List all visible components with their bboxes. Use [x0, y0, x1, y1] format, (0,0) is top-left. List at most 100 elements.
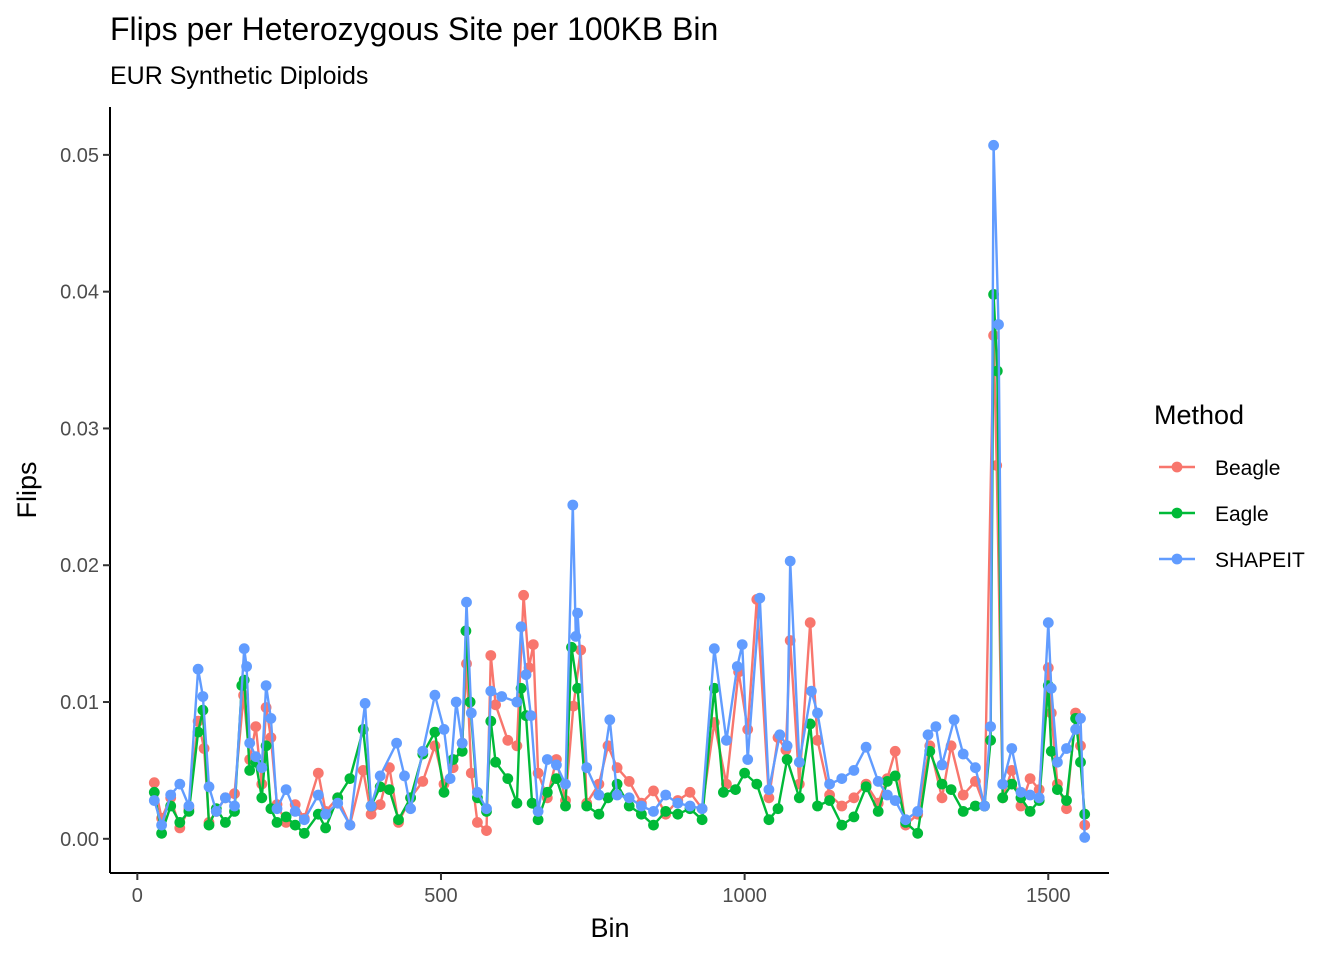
legend-label: SHAPEIT	[1215, 549, 1305, 572]
data-point	[374, 799, 386, 810]
data-point	[203, 781, 215, 793]
data-point	[572, 607, 583, 619]
data-point	[721, 734, 732, 746]
data-point	[250, 751, 262, 763]
data-point	[889, 770, 901, 782]
data-point	[945, 784, 957, 795]
data-point	[174, 778, 186, 790]
data-point	[636, 808, 647, 820]
data-point	[244, 765, 256, 776]
data-point	[824, 778, 835, 790]
data-point	[572, 682, 583, 694]
legend-title: Method	[1154, 400, 1244, 430]
legend-key-point	[1171, 553, 1183, 565]
data-point	[280, 784, 292, 795]
data-point	[289, 806, 301, 817]
data-point	[772, 803, 784, 815]
x-axis-ticks: 0 500 1000 1500	[132, 873, 1071, 907]
data-point	[860, 781, 872, 793]
chart-title: Flips per Heterozygous Site per 100KB Bi…	[110, 11, 718, 47]
data-point	[1042, 662, 1054, 674]
data-point	[241, 661, 253, 672]
x-axis-title: Bin	[590, 913, 629, 943]
data-point	[988, 139, 999, 151]
data-point	[551, 773, 562, 784]
data-point	[197, 691, 209, 702]
y-axis-ticks: 0.00 0.01 0.02 0.03 0.04 0.05	[60, 145, 110, 851]
data-point	[1079, 832, 1091, 843]
data-point	[165, 789, 177, 801]
data-point	[312, 789, 324, 801]
data-point	[781, 754, 793, 765]
data-point	[461, 596, 472, 608]
data-point	[751, 778, 763, 790]
data-point	[763, 814, 775, 826]
data-point	[812, 707, 823, 719]
data-point	[1033, 792, 1045, 804]
data-point	[1024, 806, 1036, 817]
data-point	[860, 741, 872, 753]
data-point	[156, 827, 168, 839]
data-point	[848, 811, 860, 823]
data-point	[271, 817, 283, 828]
data-point	[812, 800, 823, 812]
chart-subtitle: EUR Synthetic Diploids	[110, 62, 368, 90]
data-point	[384, 784, 395, 795]
data-point	[636, 800, 647, 812]
data-point	[298, 814, 310, 826]
data-point	[192, 726, 204, 738]
data-point	[256, 792, 268, 804]
data-point	[736, 639, 748, 650]
data-point	[472, 817, 483, 828]
data-point	[793, 756, 805, 768]
data-point	[742, 724, 754, 735]
data-point	[265, 732, 277, 743]
data-point	[496, 691, 508, 702]
data-point	[417, 776, 429, 787]
data-point	[824, 795, 835, 806]
data-point	[374, 770, 386, 782]
data-point	[793, 792, 805, 804]
data-point	[485, 650, 497, 661]
data-point	[320, 808, 331, 820]
data-point	[280, 811, 292, 823]
data-point	[256, 762, 268, 774]
data-point	[520, 669, 532, 681]
data-point	[997, 778, 1009, 790]
data-point	[490, 756, 501, 768]
data-point	[604, 714, 616, 726]
data-point	[568, 700, 579, 712]
data-point	[244, 737, 256, 749]
data-point	[148, 795, 160, 806]
data-point	[456, 737, 468, 749]
data-point	[774, 729, 786, 741]
series-layer	[148, 139, 1091, 843]
data-point	[836, 773, 848, 784]
data-point	[957, 806, 969, 817]
data-point	[532, 806, 544, 817]
data-point	[812, 734, 823, 746]
data-point	[708, 643, 720, 655]
data-point	[602, 792, 614, 804]
data-point	[210, 806, 222, 817]
series-shapeit	[148, 139, 1091, 843]
legend-item-beagle: Beagle	[1159, 457, 1280, 480]
data-point	[365, 800, 377, 812]
data-point	[763, 784, 775, 795]
y-axis-title: Flips	[12, 461, 42, 518]
data-point	[450, 696, 462, 708]
data-point	[1006, 765, 1018, 776]
legend-item-eagle: Eagle	[1159, 503, 1269, 526]
data-point	[357, 765, 369, 776]
legend-key-point	[1171, 507, 1183, 519]
data-point	[481, 825, 492, 836]
data-point	[156, 819, 168, 831]
data-point	[623, 792, 635, 804]
data-point	[393, 814, 404, 826]
data-point	[490, 699, 501, 711]
data-point	[889, 795, 901, 806]
x-tick-label: 500	[424, 885, 457, 907]
data-point	[1061, 803, 1072, 815]
data-point	[438, 724, 450, 735]
legend-key-point	[1171, 461, 1183, 473]
